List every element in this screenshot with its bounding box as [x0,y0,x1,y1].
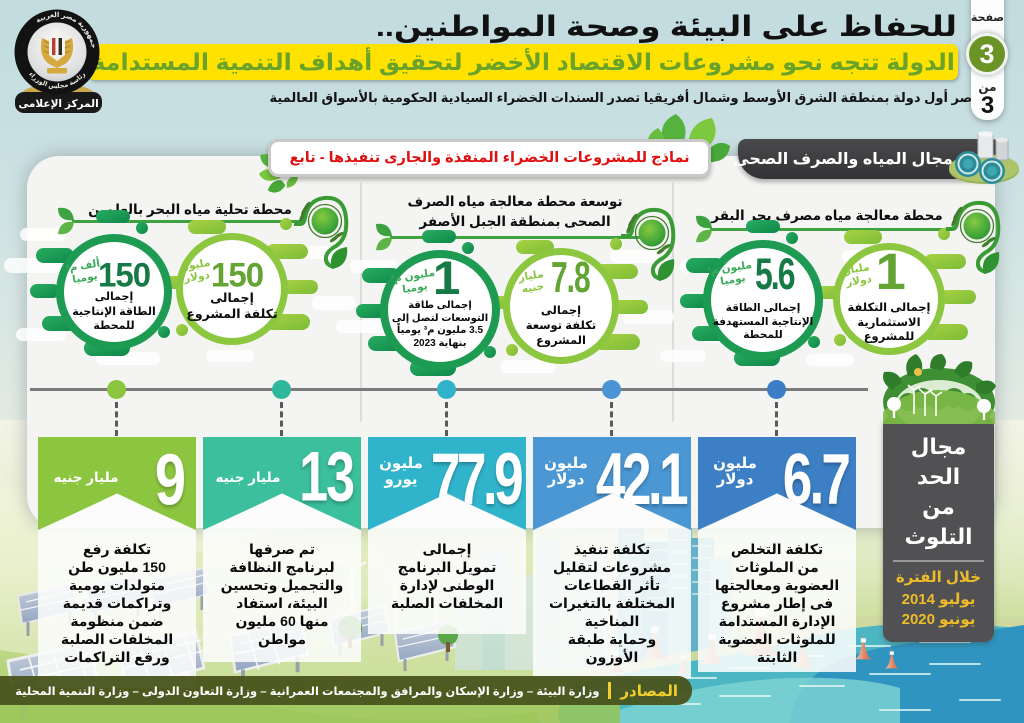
svg-text:المركز الإعلامى: المركز الإعلامى [18,98,98,110]
